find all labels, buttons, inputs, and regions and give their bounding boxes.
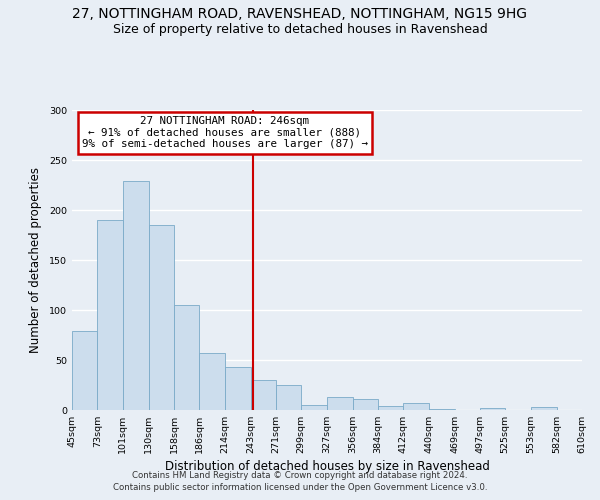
Y-axis label: Number of detached properties: Number of detached properties bbox=[29, 167, 42, 353]
Bar bbox=[174, 305, 199, 410]
Bar bbox=[224, 367, 251, 410]
Bar bbox=[149, 225, 174, 410]
Text: Size of property relative to detached houses in Ravenshead: Size of property relative to detached ho… bbox=[113, 22, 487, 36]
Text: Contains HM Land Registry data © Crown copyright and database right 2024.: Contains HM Land Registry data © Crown c… bbox=[132, 470, 468, 480]
Bar bbox=[428, 409, 455, 410]
Bar bbox=[276, 385, 301, 410]
Bar bbox=[122, 181, 149, 410]
Bar bbox=[403, 403, 428, 410]
Bar bbox=[480, 408, 505, 410]
Text: 27, NOTTINGHAM ROAD, RAVENSHEAD, NOTTINGHAM, NG15 9HG: 27, NOTTINGHAM ROAD, RAVENSHEAD, NOTTING… bbox=[73, 8, 527, 22]
Bar bbox=[530, 407, 557, 410]
Bar bbox=[326, 397, 353, 410]
X-axis label: Distribution of detached houses by size in Ravenshead: Distribution of detached houses by size … bbox=[164, 460, 490, 473]
Bar bbox=[353, 399, 378, 410]
Bar bbox=[199, 353, 224, 410]
Bar bbox=[378, 406, 403, 410]
Text: Contains public sector information licensed under the Open Government Licence v3: Contains public sector information licen… bbox=[113, 483, 487, 492]
Bar bbox=[97, 220, 122, 410]
Text: 27 NOTTINGHAM ROAD: 246sqm
← 91% of detached houses are smaller (888)
9% of semi: 27 NOTTINGHAM ROAD: 246sqm ← 91% of deta… bbox=[82, 116, 368, 149]
Bar bbox=[251, 380, 276, 410]
Bar bbox=[301, 405, 326, 410]
Bar bbox=[72, 331, 97, 410]
